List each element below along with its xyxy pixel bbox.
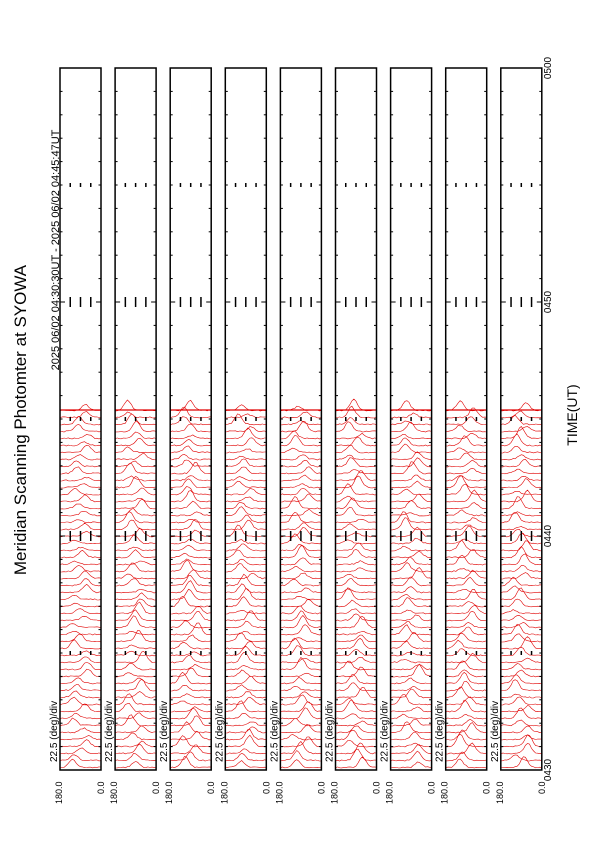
scan-traces xyxy=(445,400,487,769)
x-tick-label: 0430 xyxy=(543,758,554,781)
x-axis-label: TIME(UT) xyxy=(564,384,580,445)
y-max-label: 180.0 xyxy=(274,781,284,804)
scan-traces xyxy=(335,398,377,769)
y-max-label: 180.0 xyxy=(54,781,64,804)
y-max-label: 180.0 xyxy=(164,781,174,804)
y-min-label: 0.0 xyxy=(151,781,161,794)
y-min-label: 0.0 xyxy=(206,781,216,794)
y-min-label: 0.0 xyxy=(96,781,106,794)
scale-label: 22.5 (deg)/div xyxy=(380,701,391,762)
scale-label: 22.5 (deg)/div xyxy=(435,701,446,762)
scan-traces xyxy=(390,400,432,769)
scale-label: 22.5 (deg)/div xyxy=(49,701,60,762)
scale-label: 22.5 (deg)/div xyxy=(490,701,501,762)
y-min-label: 0.0 xyxy=(537,781,547,794)
y-max-label: 180.0 xyxy=(109,781,119,804)
y-max-label: 180.0 xyxy=(495,781,505,804)
y-min-label: 0.0 xyxy=(427,781,437,794)
scale-label: 22.5 (deg)/div xyxy=(269,701,280,762)
x-tick-label: 0450 xyxy=(543,290,554,313)
x-tick-label: 0500 xyxy=(543,56,554,79)
subtitle: 2025 06/02 04:30:30UT - 2025 06/02 04:45… xyxy=(50,129,62,370)
y-max-label: 180.0 xyxy=(440,781,450,804)
y-max-label: 180.0 xyxy=(385,781,395,804)
y-min-label: 0.0 xyxy=(482,781,492,794)
scan-traces xyxy=(59,404,102,769)
x-tick-label: 0440 xyxy=(543,524,554,547)
scale-label: 22.5 (deg)/div xyxy=(325,701,336,762)
y-min-label: 0.0 xyxy=(261,781,271,794)
scan-traces xyxy=(280,405,322,769)
chart-title: Meridian Scanning Photomter at SYOWA xyxy=(11,264,30,575)
scale-label: 22.5 (deg)/div xyxy=(214,701,225,762)
y-max-label: 180.0 xyxy=(330,781,340,804)
scale-label: 22.5 (deg)/div xyxy=(104,701,115,762)
y-max-label: 180.0 xyxy=(219,781,229,804)
scale-label: 22.5 (deg)/div xyxy=(159,701,170,762)
scan-traces xyxy=(114,399,157,769)
y-min-label: 0.0 xyxy=(316,781,326,794)
scan-traces xyxy=(225,404,267,769)
scan-traces xyxy=(170,399,212,769)
scan-traces xyxy=(500,402,542,769)
y-min-label: 0.0 xyxy=(372,781,382,794)
